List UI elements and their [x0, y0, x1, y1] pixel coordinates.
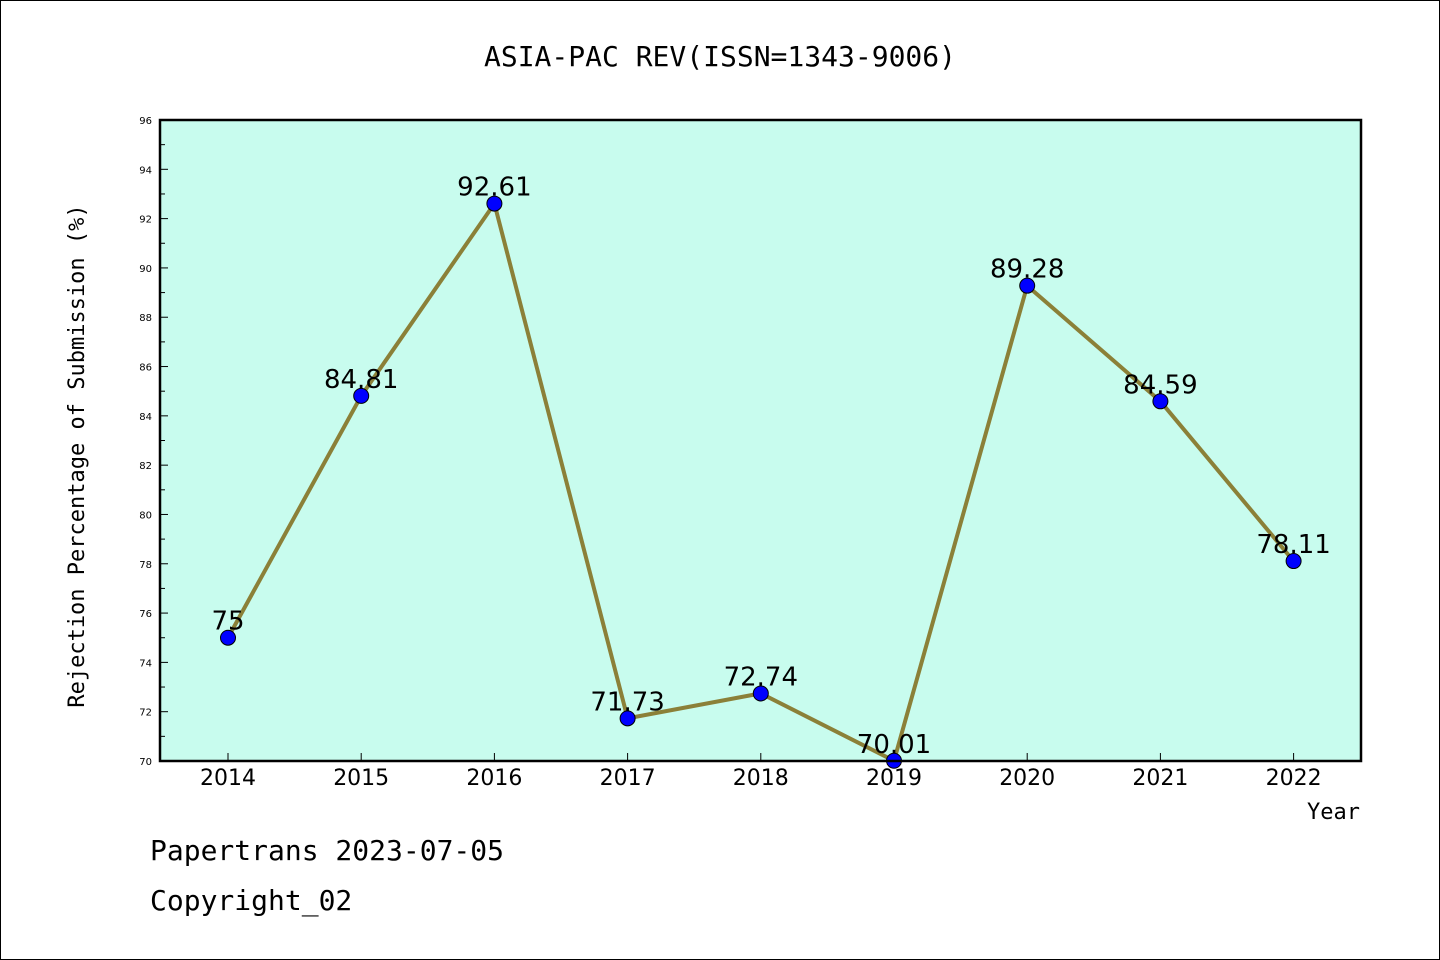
y-tick-label: 72 [139, 708, 152, 719]
data-points [220, 195, 1302, 769]
y-tick-label: 78 [139, 560, 152, 571]
data-point [1152, 393, 1169, 410]
data-point [619, 710, 636, 727]
x-tick-label: 2019 [866, 766, 922, 791]
data-point [353, 387, 370, 404]
y-tick-label: 90 [139, 264, 152, 275]
data-label: 84.59 [1123, 370, 1197, 400]
footer-copyright: Copyright_02 [150, 884, 353, 917]
y-tick-label: 70 [139, 757, 152, 768]
y-tick-label: 96 [139, 116, 152, 127]
y-tick-label: 86 [139, 363, 152, 374]
x-tick-label: 2016 [466, 766, 522, 791]
data-label: 75 [211, 607, 244, 637]
y-tick-label: 76 [139, 609, 152, 620]
data-label: 78.11 [1256, 530, 1330, 560]
x-tick-label: 2018 [733, 766, 789, 791]
x-tick-label: 2020 [999, 766, 1055, 791]
data-label: 84.81 [324, 365, 398, 395]
y-axis-label: Rejection Percentage of Submission (%) [65, 204, 90, 707]
x-tick-label: 2017 [600, 766, 656, 791]
x-tick-label: 2021 [1132, 766, 1188, 791]
x-tick-label: 2022 [1266, 766, 1322, 791]
data-label: 72.74 [724, 662, 798, 692]
data-point [1285, 553, 1302, 570]
data-label: 92.61 [457, 173, 531, 203]
data-point [1019, 277, 1036, 294]
data-point [752, 685, 769, 702]
y-tick-label: 92 [139, 215, 152, 226]
y-tick-label: 94 [139, 165, 152, 176]
x-tick-label: 2015 [333, 766, 389, 791]
data-point [220, 629, 236, 646]
y-tick-label: 80 [139, 510, 152, 521]
x-axis-label: Year [1307, 800, 1360, 825]
y-tick-label: 88 [139, 313, 152, 324]
x-axis-ticks: 2014 2015 2016 2017 2018 2019 2020 2021 2022 [200, 753, 1322, 791]
x-tick-label: 2014 [200, 766, 256, 791]
y-tick-label: 74 [139, 658, 152, 669]
footer-date: Papertrans 2023-07-05 [150, 834, 505, 867]
data-label: 89.28 [990, 255, 1064, 285]
plot-border [158, 118, 1363, 763]
data-label: 70.01 [857, 730, 931, 760]
chart-title: ASIA-PAC REV(ISSN=1343-9006) [484, 40, 956, 73]
data-label: 71.73 [590, 687, 664, 717]
plot-area [160, 120, 1361, 761]
y-tick-label: 84 [139, 412, 152, 423]
data-point [486, 195, 503, 212]
data-labels: 75 84.81 92.61 71.73 72.74 70.01 89.28 84.59 78.… [211, 173, 1330, 760]
y-tick-label: 82 [139, 461, 152, 472]
